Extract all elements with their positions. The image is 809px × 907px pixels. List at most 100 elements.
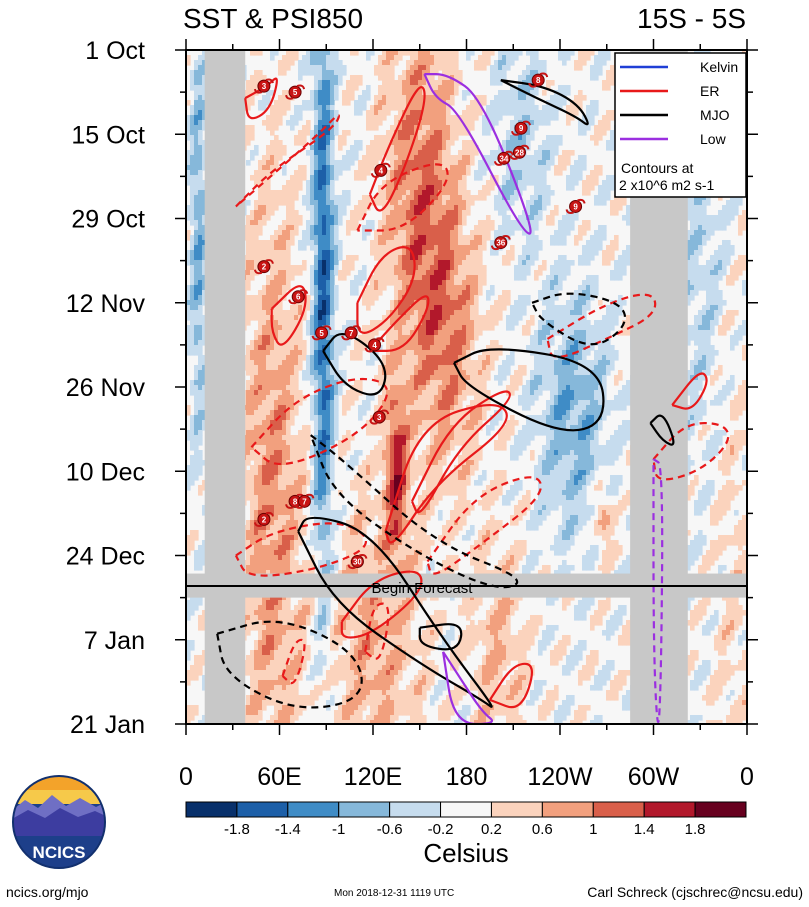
storm-marker-6: 9: [565, 198, 586, 215]
storm-id-12: 4: [372, 341, 377, 350]
contour-mjo-20: [531, 292, 627, 346]
storm-marker-15: 7: [294, 493, 315, 509]
contour-mjo-24: [309, 434, 519, 589]
contour-er-0: [244, 77, 278, 120]
colorbar-swatch-2: [287, 801, 340, 818]
storm-marker-13: 3: [369, 409, 390, 425]
colorbar-tick-label-8: 1.4: [634, 821, 655, 838]
x-tick-label-0: 0: [179, 763, 193, 791]
contour-low-29: [652, 458, 664, 723]
contour-er-12: [671, 372, 708, 410]
contour-er-13: [652, 422, 730, 481]
storm-marker-16: 2: [253, 511, 274, 527]
storm-marker-4: 28: [509, 144, 530, 160]
storm-id-14: 8: [293, 497, 298, 506]
colorbar-swatch-4: [389, 801, 442, 818]
colorbar-tick-label-4: -0.2: [428, 821, 454, 838]
colorbar-tick-label-2: -1: [332, 821, 345, 838]
contour-low-28: [423, 73, 532, 235]
storm-id-0: 3: [262, 82, 267, 91]
storm-marker-9: 6: [288, 289, 309, 305]
legend: Kelvin ER MJO Low Contours at 2 x10^6 m2 s-…: [614, 52, 747, 198]
contour-er-9: [410, 390, 511, 514]
contour-er-1: [235, 114, 340, 208]
x-tick-label-4: 120W: [527, 763, 593, 791]
contour-mjo-22: [453, 348, 605, 432]
colorbar-tick-label-3: -0.6: [377, 821, 403, 838]
y-tick-label-3: 12 Nov: [66, 290, 146, 318]
storm-id-7: 36: [496, 239, 505, 248]
storm-marker-12: 4: [364, 337, 385, 353]
footer-author: Carl Schreck (cjschrec@ncsu.edu): [587, 884, 803, 900]
colorbar-unit-label: Celsius: [423, 838, 508, 868]
contour-mjo-27: [418, 623, 463, 651]
contour-er-4: [356, 246, 416, 334]
legend-label-mjo: MJO: [700, 107, 730, 123]
storm-id-9: 6: [296, 293, 301, 302]
storm-marker-11: 7: [341, 325, 362, 341]
storm-marker-1: 5: [285, 84, 306, 100]
x-tick-label-6: 0: [740, 763, 754, 791]
colorbar-swatch-9: [643, 801, 696, 818]
contour-er-11: [546, 293, 657, 358]
legend-label-er: ER: [700, 83, 719, 99]
contour-er-6: [270, 285, 307, 346]
storm-id-8: 2: [262, 263, 267, 272]
colorbar-tick-label-1: -1.4: [275, 821, 301, 838]
y-tick-label-8: 21 Jan: [70, 711, 145, 739]
storm-marker-10: 5: [311, 325, 332, 341]
legend-label-kelvin: Kelvin: [700, 59, 738, 75]
ncics-logo: NCICS: [12, 775, 106, 869]
storm-id-15: 7: [302, 497, 307, 506]
x-tick-label-3: 180: [446, 763, 488, 791]
storm-id-1: 5: [293, 88, 298, 97]
psi850-contours: [216, 73, 730, 724]
contour-mjo-25: [297, 516, 493, 708]
colorbar-tick-label-9: 1.8: [685, 821, 706, 838]
colorbar-swatch-5: [440, 801, 492, 818]
colorbar: -1.8 -1.4 -1 -0.6 -0.2 0.2 0.6 1 1.4 1.8: [185, 801, 747, 838]
x-axis: 0 60E 120E 180 120W 60W 0: [179, 39, 754, 791]
y-tick-label-7: 7 Jan: [84, 627, 145, 655]
contour-er-3: [356, 163, 449, 232]
logo-text: NCICS: [33, 843, 86, 862]
storm-id-11: 7: [349, 329, 354, 338]
colorbar-swatch-1: [236, 801, 289, 818]
colorbar-swatch-7: [541, 801, 594, 818]
colorbar-tick-label-7: 1: [589, 821, 597, 838]
x-tick-label-5: 60W: [628, 763, 680, 791]
contour-er-10: [426, 476, 543, 575]
y-tick-label-6: 24 Dec: [66, 543, 145, 571]
storm-id-17: 30: [353, 558, 362, 567]
contour-er-7: [250, 377, 389, 466]
colorbar-swatch-3: [338, 801, 391, 818]
storm-marker-5: 4: [370, 162, 391, 178]
storm-id-13: 3: [377, 413, 382, 422]
contour-er-17: [488, 662, 534, 709]
footer-site: ncics.org/mjo: [6, 884, 89, 900]
legend-label-low: Low: [700, 131, 727, 147]
storm-id-3: 34: [499, 154, 508, 163]
y-axis: 1 Oct 15 Oct 29 Oct 12 Nov 26 Nov 10 Dec 24 De…: [66, 37, 758, 739]
colorbar-tick-label-6: 0.6: [532, 821, 553, 838]
footer-timestamp: Mon 2018-12-31 1119 UTC: [334, 888, 455, 899]
contour-er-18: [281, 638, 306, 685]
storm-marker-2: 9: [511, 120, 532, 136]
legend-box: [614, 52, 747, 198]
colorbar-swatch-6: [490, 801, 543, 818]
contour-mjo-19: [500, 79, 589, 126]
chart-subtitle: 15S - 5S: [637, 3, 746, 34]
y-tick-label-1: 15 Oct: [71, 121, 145, 149]
legend-note-line1: Contours at: [621, 160, 693, 176]
contour-er-15: [340, 570, 423, 639]
storm-marker-0: 3: [253, 78, 274, 94]
y-tick-label-0: 1 Oct: [85, 37, 145, 65]
contour-mjo-26: [216, 620, 363, 709]
y-tick-label-2: 29 Oct: [71, 206, 145, 234]
storm-id-2: 9: [519, 124, 524, 133]
storm-marker-3: 34: [493, 150, 514, 166]
colorbar-tick-label-0: -1.8: [224, 821, 250, 838]
storm-id-10: 5: [319, 329, 324, 338]
